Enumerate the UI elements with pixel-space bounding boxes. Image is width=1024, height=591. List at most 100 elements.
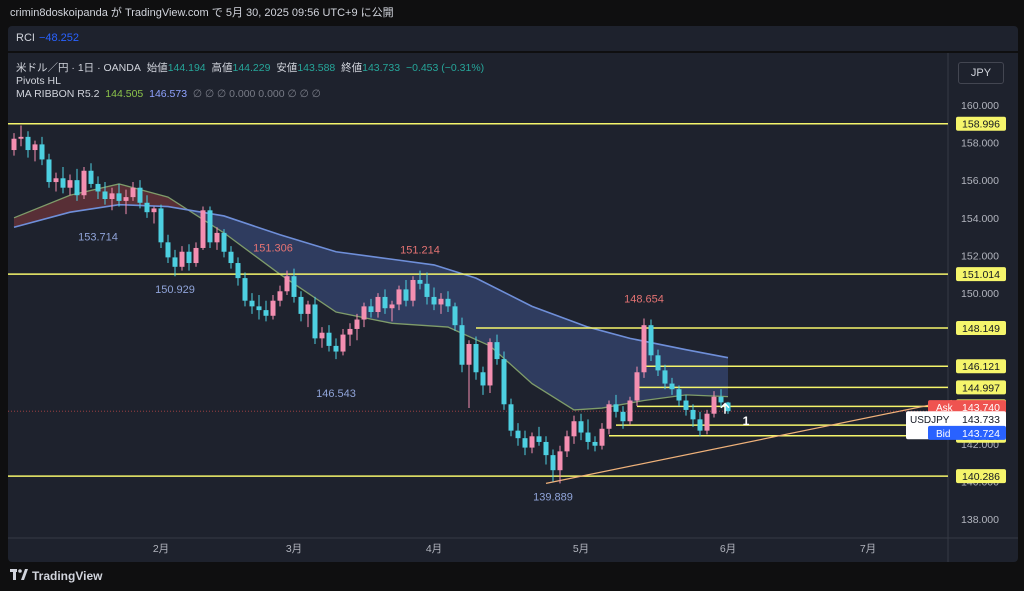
candle-body	[501, 359, 507, 405]
rci-legend[interactable]: RCI −48.252	[16, 32, 79, 44]
bid-price: 143.724	[962, 428, 1000, 440]
candle-body	[704, 413, 710, 431]
candle-body	[655, 355, 661, 371]
level-price-text: 146.121	[962, 361, 1000, 373]
pivot-price-label: 139.889	[533, 491, 573, 503]
candle-body	[536, 436, 542, 442]
candle-body	[585, 432, 591, 442]
candle-body	[389, 304, 395, 309]
open-label: 始値	[146, 62, 168, 74]
candle-body	[116, 193, 122, 201]
candle-body	[529, 436, 535, 448]
high-label: 高値	[211, 62, 233, 74]
candle-body	[515, 430, 521, 439]
candle-body	[144, 202, 150, 213]
candle-body	[39, 144, 45, 160]
candle-body	[312, 304, 318, 339]
candle-body	[697, 419, 703, 431]
high-value: 144.229	[232, 62, 271, 74]
ask-label: Ask	[936, 403, 954, 414]
price-chart[interactable]: 160.000 158.000 156.000 154.000 152.000 150.0…	[8, 26, 1018, 562]
tradingview-brand[interactable]: TradingView	[10, 566, 102, 586]
level-price-text: 148.149	[962, 323, 1000, 335]
candle-body	[361, 306, 367, 320]
level-price-tag	[956, 116, 1006, 131]
pivot-price-label: 146.543	[316, 388, 356, 400]
candle-body	[445, 298, 451, 307]
candle-body	[88, 170, 94, 184]
candle-body	[249, 300, 255, 307]
close-value: 143.733	[362, 62, 401, 74]
pivots-indicator[interactable]: Pivots HL	[16, 75, 61, 87]
main-legend[interactable]: 米ドル／円 · 1日 · OANDA 始値144.194 高値144.229 安…	[16, 62, 484, 101]
candle-body	[347, 328, 353, 335]
pivot-price-label: 150.929	[155, 284, 195, 296]
ma-ribbon-indicator[interactable]: MA RIBBON R5.2 144.505 146.573 ∅ ∅ ∅ 0.0…	[16, 88, 484, 101]
open-value: 144.194	[167, 62, 206, 74]
pane-divider[interactable]	[8, 51, 1018, 53]
brand-name: TradingView	[32, 569, 103, 583]
candle-body	[578, 421, 584, 433]
x-tick-label: 6月	[720, 543, 736, 555]
candle-body	[634, 372, 640, 401]
candle-body	[172, 257, 178, 267]
pivot-price-label: 148.654	[624, 294, 664, 306]
x-tick-label: 2月	[153, 543, 169, 555]
candle-body	[151, 208, 157, 213]
candle-body	[648, 325, 654, 356]
candle-body	[277, 291, 283, 301]
y-tick-label: 150.000	[961, 288, 999, 300]
candle-body	[543, 441, 549, 456]
level-price-tag	[956, 267, 1006, 282]
candle-body	[459, 325, 465, 365]
candle-body	[711, 396, 717, 414]
ma-ribbon-slow-line	[13, 203, 729, 359]
candle-body	[109, 193, 115, 199]
ask-price: 143.740	[962, 402, 1000, 414]
publish-header: crimin8doskoipanda が TradingView.com で 5…	[0, 0, 1024, 26]
candle-body	[522, 438, 528, 448]
trend-line	[545, 399, 953, 484]
bid-tag	[928, 425, 1006, 440]
candle-body	[200, 210, 206, 248]
level-price-text: 158.996	[962, 119, 1000, 131]
candle-body	[263, 310, 269, 316]
x-tick-label: 5月	[573, 543, 589, 555]
candle-body	[235, 263, 241, 279]
candle-body	[480, 372, 486, 386]
candle-body	[305, 304, 311, 314]
level-price-tag	[956, 359, 1006, 374]
candle-body	[396, 289, 402, 305]
change-value: −0.453 (−0.31%)	[405, 62, 485, 74]
level-price-text: 151.014	[962, 269, 1000, 281]
level-price-tag	[956, 469, 1006, 484]
candle-body	[424, 283, 430, 297]
candle-body	[620, 411, 626, 422]
candle-body	[81, 170, 87, 196]
candle-body	[60, 178, 66, 188]
candle-body	[46, 159, 52, 183]
candle-body	[242, 278, 248, 301]
low-label: 安値	[276, 62, 298, 74]
candle-body	[410, 279, 416, 301]
candle-body	[683, 400, 689, 410]
chart-panel[interactable]: 160.000 158.000 156.000 154.000 152.000 150.0…	[8, 26, 1018, 562]
candle-body	[676, 389, 682, 401]
candle-body	[158, 208, 164, 243]
candle-body	[165, 242, 171, 258]
candle-body	[270, 300, 276, 316]
candle-body	[690, 409, 696, 420]
candle-body	[25, 136, 31, 151]
rci-value: −48.252	[38, 32, 80, 44]
candle-body	[431, 296, 437, 305]
candle-body	[382, 296, 388, 309]
candle-body	[599, 428, 605, 446]
symbol-title: 米ドル／円 · 1日 · OANDA	[16, 62, 141, 74]
candle-body	[466, 344, 472, 365]
pivot-price-label: 151.214	[400, 245, 440, 257]
y-tick-label: 160.000	[961, 100, 999, 112]
candle-body	[403, 289, 409, 301]
currency-button[interactable]: JPY	[958, 62, 1004, 84]
x-tick-label: 3月	[286, 543, 302, 555]
level-price-text: 144.997	[962, 382, 1000, 394]
